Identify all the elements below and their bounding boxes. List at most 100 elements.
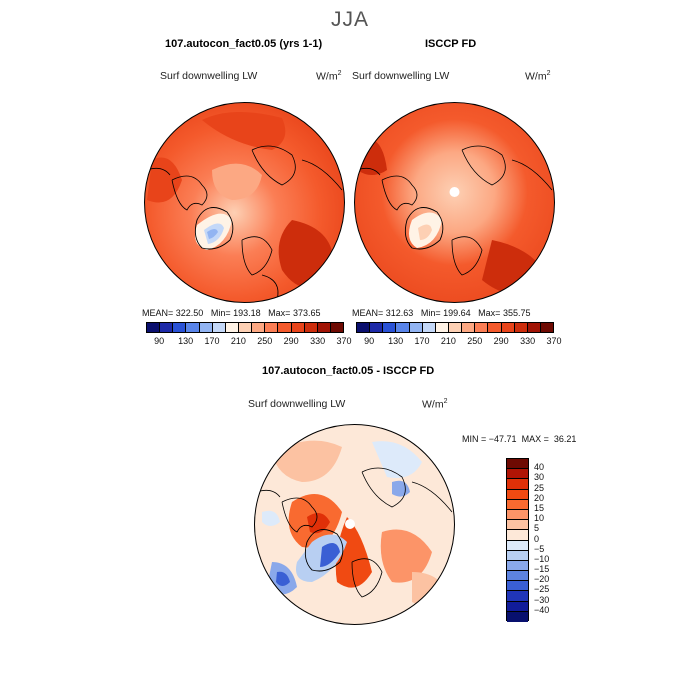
field-patch (392, 480, 410, 497)
field-patch (335, 517, 372, 588)
colorbar-tick-label: 25 (534, 482, 545, 493)
colorbar-swatch (370, 323, 384, 332)
colorbar-swatch (199, 323, 213, 332)
colorbar-swatch (507, 611, 528, 622)
colorbar-swatch (147, 323, 161, 332)
coastline (351, 558, 383, 598)
colorbar-swatch (507, 571, 528, 582)
field-patch (272, 440, 342, 482)
field-patch (412, 572, 447, 606)
colorbar-swatch (507, 540, 528, 551)
colorbar-swatch (330, 323, 344, 332)
colorbar-swatch (409, 323, 423, 332)
stats-diff: MIN = −47.71 MAX = 36.21 (462, 434, 577, 444)
colorbar-tick-label: 370 (546, 336, 562, 346)
field-patch (212, 163, 262, 200)
colorbar-swatch (252, 323, 266, 332)
colorbar-swatch (507, 530, 528, 541)
colorbar-model (146, 322, 344, 333)
colorbar-tick-label: −20 (534, 574, 550, 585)
colorbar-swatch (507, 550, 528, 561)
colorbar-tick-label: 170 (414, 336, 430, 346)
field-patch (202, 111, 286, 150)
colorbar-swatch (507, 499, 528, 510)
greenland-ice-patch (418, 224, 432, 240)
colorbar-swatch (507, 601, 528, 612)
panel-title-obs: ISCCP FD (425, 38, 477, 50)
colorbar-ticks-diff: 40 30 25 20 15 10 5 0 −5 −10 −15 −20 −25 −30 −40 (534, 458, 574, 621)
units-label-model: W/m2 (316, 70, 342, 83)
colorbar-swatch (462, 323, 476, 332)
coastline (411, 481, 453, 513)
colorbar-swatch (317, 323, 331, 332)
colorbar-swatch (475, 323, 489, 332)
colorbar-tick-label: 130 (178, 336, 194, 346)
field-patch (276, 571, 290, 586)
coastline (251, 145, 296, 186)
colorbar-diff (506, 458, 529, 622)
coastline (381, 175, 418, 211)
colorbar-tick-label: −5 (534, 543, 545, 554)
field-patch (262, 510, 280, 526)
colorbar-swatch (507, 489, 528, 500)
colorbar-swatch (238, 323, 253, 332)
colorbar-swatch (422, 323, 436, 332)
colorbar-tick-label: −15 (534, 564, 550, 575)
field-patch (147, 157, 182, 203)
greenland-neg-patch (320, 543, 340, 567)
colorbar-swatch (357, 323, 371, 332)
colorbar-swatch (278, 323, 292, 332)
colorbar-swatch (507, 479, 528, 490)
colorbar-swatch (540, 323, 554, 332)
field-background (354, 102, 555, 303)
coastline (511, 159, 553, 191)
coastline (361, 467, 406, 508)
colorbar-swatch (507, 581, 528, 592)
colorbar-tick-label: 370 (336, 336, 352, 346)
colorbar-swatch (527, 323, 541, 332)
colorbar-swatch (173, 323, 187, 332)
colorbar-swatch (507, 459, 528, 470)
colorbar-swatch (448, 323, 463, 332)
colorbar-swatch (435, 323, 449, 332)
colorbar-obs (356, 322, 554, 333)
coastline (171, 175, 208, 211)
colorbar-swatch (514, 323, 528, 332)
colorbar-tick-label: 290 (493, 336, 509, 346)
field-patch (380, 529, 432, 583)
panel-title-diff: 107.autocon_fact0.05 - ISCCP FD (262, 365, 435, 377)
units-label-diff: W/m2 (422, 398, 448, 411)
coastline (461, 145, 506, 186)
colorbar-swatch (507, 469, 528, 480)
colorbar-tick-label: 20 (534, 492, 545, 503)
colorbar-tick-label: 90 (364, 336, 375, 346)
colorbar-tick-label: 90 (154, 336, 165, 346)
colorbar-swatch (507, 520, 528, 531)
colorbar-tick-label: 250 (467, 336, 483, 346)
colorbar-tick-label: −30 (534, 594, 550, 605)
field-patch (307, 513, 330, 534)
colorbar-swatch (507, 560, 528, 572)
colorbar-swatch (488, 323, 502, 332)
colorbar-swatch (304, 323, 318, 332)
colorbar-tick-label: −40 (534, 604, 550, 615)
colorbar-swatch (160, 323, 174, 332)
colorbar-swatch (501, 323, 515, 332)
coastline (281, 497, 318, 533)
colorbar-ticks-obs: 90 130 170 210 250 290 330 370 (356, 336, 561, 348)
greenland-ice-patch (207, 229, 218, 239)
colorbar-tick-label: 130 (388, 336, 404, 346)
coastline (304, 529, 344, 572)
coastline (301, 159, 343, 191)
colorbar-tick-label: 210 (230, 336, 246, 346)
colorbar-swatch (265, 323, 279, 332)
colorbar-swatch (507, 591, 528, 602)
colorbar-tick-label: 0 (534, 533, 540, 544)
polar-map-obs (354, 102, 555, 303)
colorbar-tick-label: 210 (440, 336, 456, 346)
colorbar-swatch (212, 323, 226, 332)
variable-label-diff: Surf downwelling LW (248, 398, 346, 410)
polar-map-diff (254, 424, 455, 625)
season-title: JJA (330, 8, 369, 31)
colorbar-tick-label: 290 (283, 336, 299, 346)
